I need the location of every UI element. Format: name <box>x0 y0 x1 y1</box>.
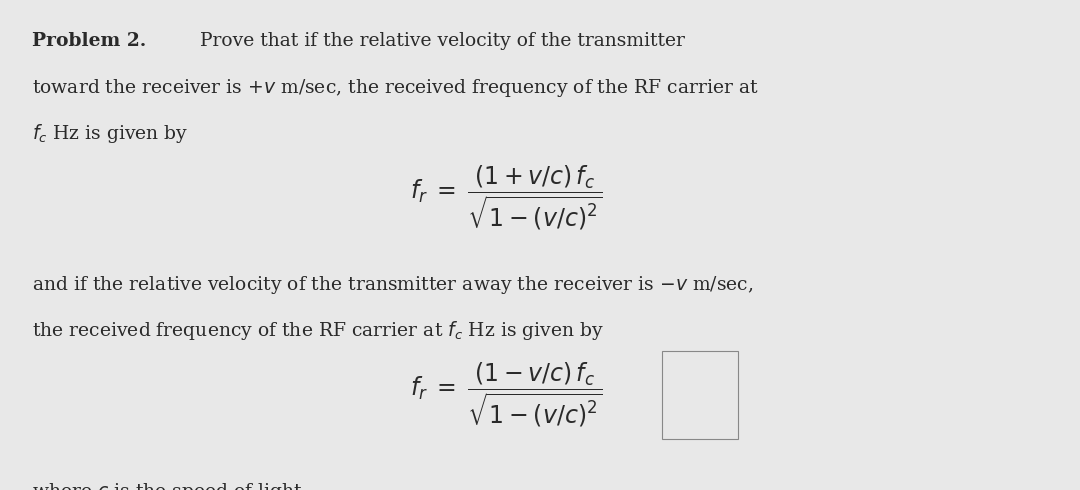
Text: toward the receiver is $+v$ m/sec, the received frequency of the RF carrier at: toward the receiver is $+v$ m/sec, the r… <box>32 77 759 99</box>
Text: Problem 2.: Problem 2. <box>32 32 147 50</box>
Text: the received frequency of the RF carrier at $f_c$ Hz is given by: the received frequency of the RF carrier… <box>32 319 605 342</box>
Text: $f_r \; = \; \dfrac{(1 + v/c)\,f_c}{\sqrt{1 - (v/c)^2}}$: $f_r \; = \; \dfrac{(1 + v/c)\,f_c}{\sqr… <box>410 164 603 232</box>
Text: Prove that if the relative velocity of the transmitter: Prove that if the relative velocity of t… <box>200 32 685 50</box>
Text: $f_r \; = \; \dfrac{(1 - v/c)\,f_c}{\sqrt{1 - (v/c)^2}}$: $f_r \; = \; \dfrac{(1 - v/c)\,f_c}{\sqr… <box>410 361 603 429</box>
Text: where $c$ is the speed of light.: where $c$ is the speed of light. <box>32 481 308 490</box>
Text: and if the relative velocity of the transmitter away the receiver is $-v$ m/sec,: and if the relative velocity of the tran… <box>32 274 754 296</box>
Text: $f_c$ Hz is given by: $f_c$ Hz is given by <box>32 122 189 145</box>
